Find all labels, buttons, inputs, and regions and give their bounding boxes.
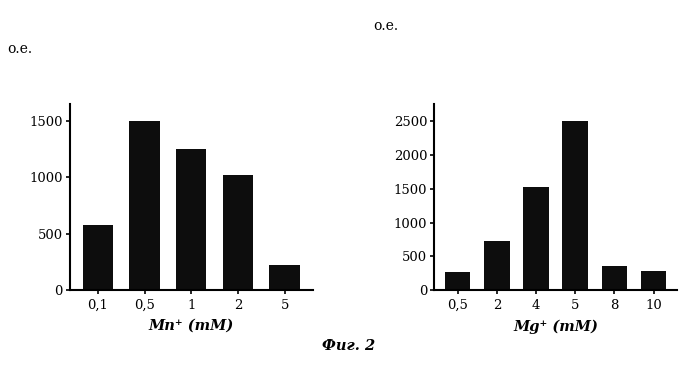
X-axis label: Mn⁺ (mM): Mn⁺ (mM) bbox=[149, 319, 234, 333]
Bar bbox=[602, 266, 627, 290]
Text: Фиг. 2: Фиг. 2 bbox=[322, 339, 376, 353]
Bar bbox=[445, 272, 470, 290]
Bar bbox=[524, 187, 549, 290]
Bar bbox=[223, 175, 253, 290]
Text: о.е.: о.е. bbox=[7, 42, 32, 56]
Bar bbox=[176, 149, 207, 290]
Bar bbox=[484, 241, 510, 290]
Bar bbox=[563, 121, 588, 290]
Text: о.е.: о.е. bbox=[373, 19, 399, 33]
Bar bbox=[129, 121, 160, 290]
Bar bbox=[641, 270, 667, 290]
Bar bbox=[269, 265, 300, 290]
X-axis label: Mg⁺ (mM): Mg⁺ (mM) bbox=[513, 319, 598, 334]
Bar bbox=[82, 225, 113, 290]
